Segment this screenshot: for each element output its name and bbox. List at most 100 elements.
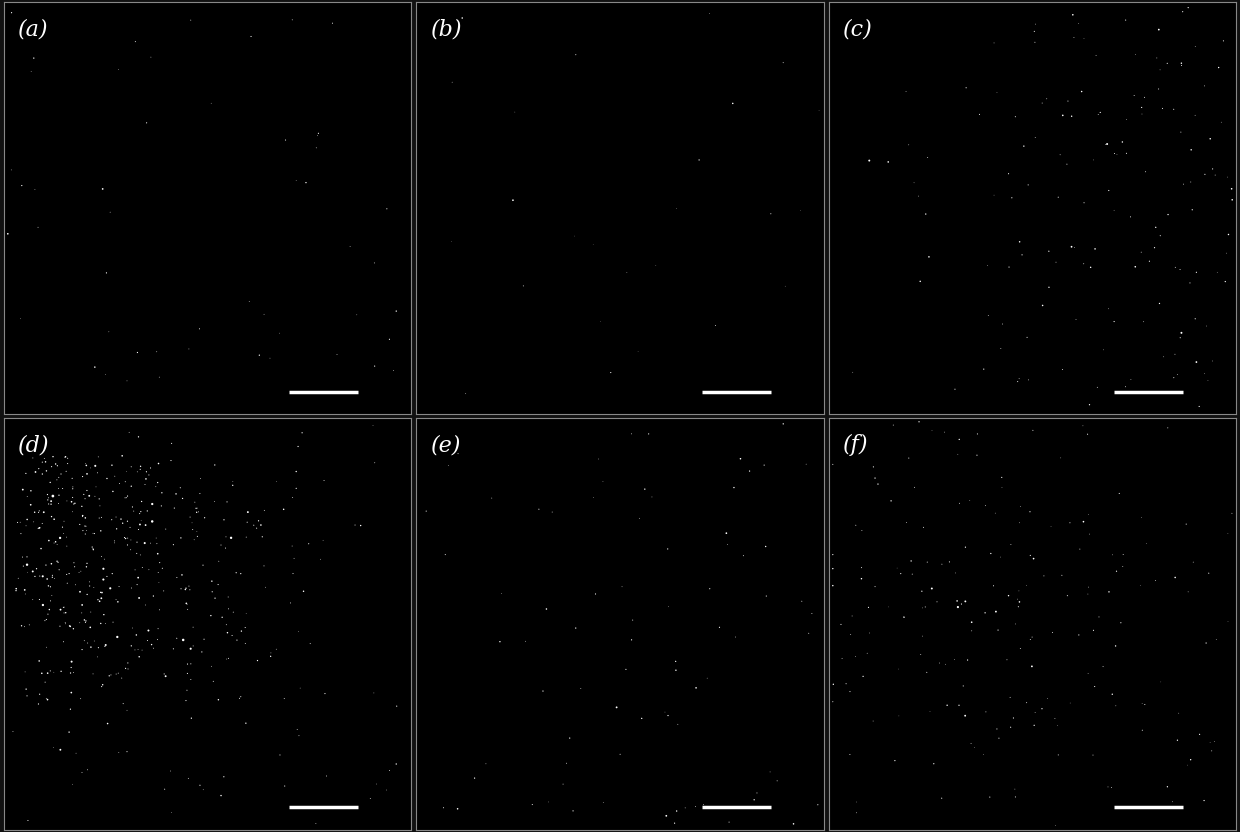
Point: [76, 616, 95, 629]
Point: [108, 666, 128, 680]
Point: [693, 798, 713, 811]
Point: [1104, 314, 1123, 328]
Point: [1085, 680, 1105, 693]
Point: [48, 556, 68, 569]
Point: [16, 682, 36, 696]
Point: [823, 458, 843, 471]
Point: [72, 643, 92, 656]
Point: [73, 509, 93, 522]
Point: [51, 743, 71, 756]
Point: [17, 558, 37, 572]
Point: [122, 479, 141, 493]
Point: [195, 632, 215, 646]
Point: [1164, 371, 1184, 384]
Point: [32, 517, 52, 530]
Point: [254, 308, 274, 321]
Point: [967, 428, 987, 441]
Point: [25, 506, 45, 519]
Point: [866, 580, 885, 593]
Point: [202, 585, 222, 598]
Point: [351, 519, 371, 532]
Point: [1011, 641, 1030, 655]
Point: [1202, 744, 1221, 757]
Point: [42, 460, 62, 473]
Point: [309, 126, 329, 140]
Point: [77, 763, 97, 776]
Point: [26, 562, 46, 576]
Point: [956, 595, 976, 608]
Point: [1033, 299, 1053, 312]
Point: [639, 428, 658, 441]
Point: [53, 527, 73, 540]
Point: [61, 702, 81, 716]
Point: [98, 717, 118, 730]
Point: [852, 572, 872, 586]
Point: [208, 555, 228, 568]
Point: [1006, 617, 1025, 631]
Point: [831, 617, 851, 631]
Point: [269, 326, 289, 339]
Point: [976, 706, 996, 719]
Point: [62, 495, 82, 508]
Point: [275, 780, 295, 793]
Point: [223, 475, 243, 488]
Point: [699, 7, 719, 20]
Point: [889, 709, 909, 722]
Point: [146, 480, 166, 493]
Point: [74, 634, 94, 647]
Point: [57, 577, 77, 590]
Point: [911, 648, 931, 661]
Point: [128, 643, 148, 656]
Point: [79, 575, 99, 588]
Point: [53, 635, 73, 648]
Point: [62, 686, 82, 699]
Point: [139, 563, 159, 577]
Point: [1164, 102, 1184, 116]
Point: [15, 587, 35, 601]
Point: [1023, 423, 1043, 437]
Point: [387, 700, 407, 713]
Point: [1022, 631, 1042, 644]
Point: [181, 673, 201, 686]
Point: [57, 531, 77, 544]
Point: [50, 488, 69, 502]
Point: [231, 567, 250, 580]
Point: [236, 621, 255, 634]
Point: [1106, 565, 1126, 578]
Point: [1056, 157, 1076, 171]
Point: [1145, 241, 1164, 255]
Point: [967, 448, 987, 462]
Point: [20, 445, 40, 458]
Point: [211, 538, 231, 552]
Point: [998, 589, 1018, 602]
Point: [905, 481, 925, 494]
Point: [125, 35, 145, 48]
Point: [30, 687, 50, 701]
Point: [1014, 140, 1034, 153]
Point: [1043, 626, 1063, 639]
Point: [1195, 367, 1215, 380]
Point: [1151, 63, 1171, 77]
Point: [1146, 220, 1166, 234]
Point: [945, 653, 965, 666]
Point: [1006, 790, 1025, 804]
Point: [107, 667, 126, 681]
Point: [986, 507, 1006, 520]
Point: [1189, 728, 1209, 741]
Point: [47, 537, 67, 551]
Point: [986, 605, 1006, 618]
Point: [50, 532, 69, 545]
Point: [95, 638, 115, 651]
Point: [657, 542, 677, 556]
Point: [16, 519, 36, 532]
Point: [897, 516, 916, 529]
Point: [17, 513, 37, 526]
Point: [843, 365, 863, 379]
Point: [42, 510, 62, 523]
Point: [1180, 176, 1200, 189]
Point: [1194, 79, 1214, 92]
Point: [1203, 354, 1223, 368]
Point: [177, 597, 197, 611]
Point: [130, 548, 150, 562]
Point: [1039, 245, 1059, 258]
